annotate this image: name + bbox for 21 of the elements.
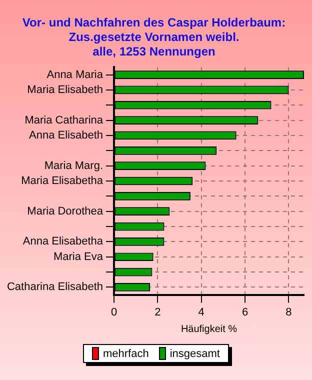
y-tick-label: Maria Catharina xyxy=(24,114,104,126)
y-tick-label: Anna Maria xyxy=(46,68,104,81)
y-tick-label: Anna Elisabetha xyxy=(22,236,104,248)
y-tick-label: Maria Elisabetha xyxy=(21,175,104,188)
x-tick-label: 2 xyxy=(154,306,161,318)
y-tick-label: Maria Marg. xyxy=(44,160,104,172)
text: alle, 1253 Nennungen xyxy=(92,44,216,58)
y-tick-label: Anna Elisabeth xyxy=(29,130,104,142)
text: Zus.gesetzte Vornamen weibl. xyxy=(68,30,240,44)
y-tick-label: Maria Dorothea xyxy=(27,205,104,218)
y-tick-label: Catharina Elisabeth xyxy=(6,281,104,294)
x-axis-title: Häufigkeit % xyxy=(180,324,238,335)
x-tick-label: 6 xyxy=(242,306,248,318)
y-tick-label: Maria Elisabeth xyxy=(27,84,104,96)
legend-label: mehrfach xyxy=(103,348,149,360)
x-tick-label: 8 xyxy=(286,306,292,318)
y-tick-label: Maria Eva xyxy=(53,250,104,263)
x-tick-label: 4 xyxy=(198,306,204,318)
x-tick-label: 0 xyxy=(110,306,118,318)
text: insgesamt xyxy=(170,348,220,360)
text: Vor- und Nachfahren des Caspar Holderbaum: xyxy=(22,16,286,30)
